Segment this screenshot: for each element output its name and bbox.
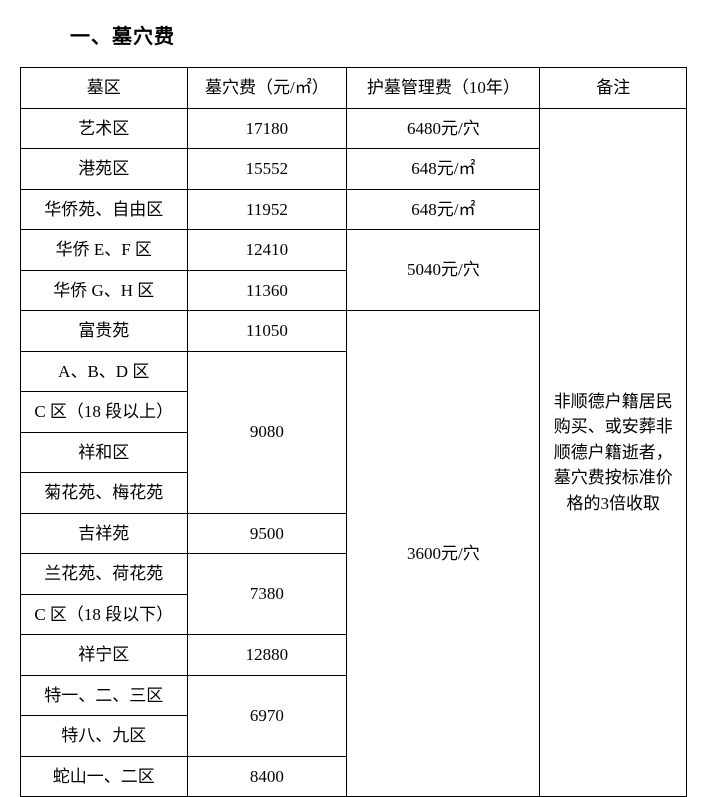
cell-remark: 非顺德户籍居民购买、或安葬非顺德户籍逝者，墓穴费按标准价格的3倍收取 [540, 108, 687, 797]
cell-fee: 8400 [187, 756, 347, 797]
cell-fee: 15552 [187, 149, 347, 190]
cell-region: 祥宁区 [21, 635, 188, 676]
header-remark: 备注 [540, 68, 687, 109]
table-header-row: 墓区 墓穴费（元/㎡） 护墓管理费（10年） 备注 [21, 68, 687, 109]
cell-manage: 648元/㎡ [347, 149, 540, 190]
cell-region: 吉祥苑 [21, 513, 188, 554]
cell-manage: 6480元/穴 [347, 108, 540, 149]
cell-fee: 17180 [187, 108, 347, 149]
cell-region: A、B、D 区 [21, 351, 188, 392]
cell-fee: 11360 [187, 270, 347, 311]
cell-fee: 12410 [187, 230, 347, 271]
cell-region: 华侨 G、H 区 [21, 270, 188, 311]
cell-region: 兰花苑、荷花苑 [21, 554, 188, 595]
cell-fee: 6970 [187, 675, 347, 756]
section-title: 一、墓穴费 [70, 20, 687, 49]
cell-manage: 648元/㎡ [347, 189, 540, 230]
cell-region: 蛇山一、二区 [21, 756, 188, 797]
cell-region: 艺术区 [21, 108, 188, 149]
cell-region: 华侨苑、自由区 [21, 189, 188, 230]
cell-fee: 9500 [187, 513, 347, 554]
cell-region: C 区（18 段以下） [21, 594, 188, 635]
cell-region: 特一、二、三区 [21, 675, 188, 716]
header-fee: 墓穴费（元/㎡） [187, 68, 347, 109]
cell-region: 港苑区 [21, 149, 188, 190]
cell-fee: 11952 [187, 189, 347, 230]
table-row: 艺术区 17180 6480元/穴 非顺德户籍居民购买、或安葬非顺德户籍逝者，墓… [21, 108, 687, 149]
cell-region: C 区（18 段以上） [21, 392, 188, 433]
fee-table: 墓区 墓穴费（元/㎡） 护墓管理费（10年） 备注 艺术区 17180 6480… [20, 67, 687, 797]
cell-manage: 5040元/穴 [347, 230, 540, 311]
cell-region: 富贵苑 [21, 311, 188, 352]
cell-region: 菊花苑、梅花苑 [21, 473, 188, 514]
cell-fee: 12880 [187, 635, 347, 676]
cell-region: 祥和区 [21, 432, 188, 473]
cell-manage: 3600元/穴 [347, 311, 540, 797]
header-manage: 护墓管理费（10年） [347, 68, 540, 109]
cell-fee: 9080 [187, 351, 347, 513]
cell-fee: 7380 [187, 554, 347, 635]
cell-region: 特八、九区 [21, 716, 188, 757]
cell-fee: 11050 [187, 311, 347, 352]
cell-region: 华侨 E、F 区 [21, 230, 188, 271]
header-region: 墓区 [21, 68, 188, 109]
